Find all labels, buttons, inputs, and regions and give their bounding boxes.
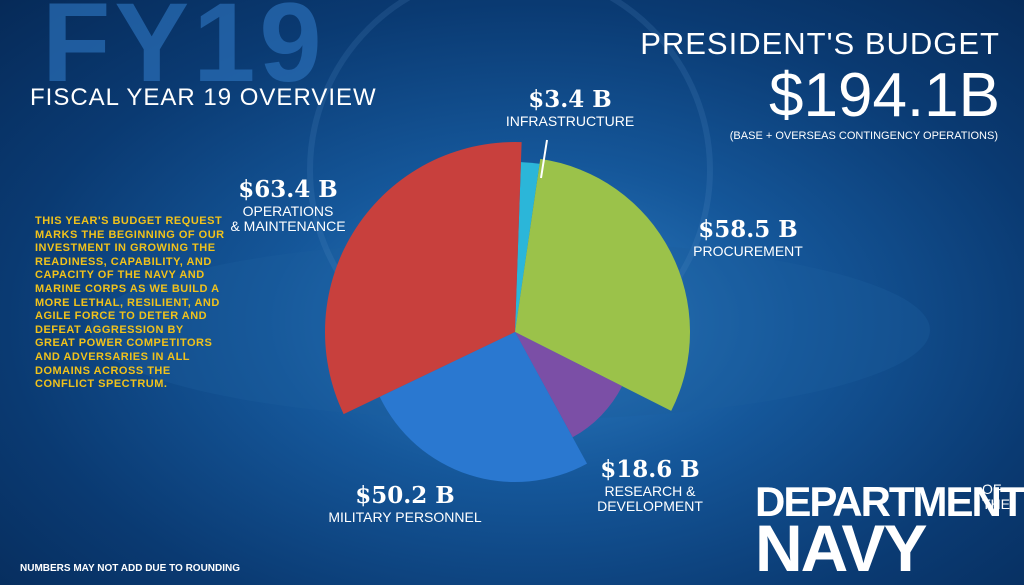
logo-department: DEPARTMENT — [755, 478, 1024, 525]
value-label: $18.6 B — [600, 456, 700, 483]
category-label: MILITARY PERSONNEL — [328, 509, 482, 525]
pie-slice — [379, 332, 588, 482]
pie-slice — [325, 141, 522, 415]
watermark: FY19 — [42, 0, 326, 105]
total-note: (BASE + OVERSEAS CONTINGENCY OPERATIONS) — [729, 130, 998, 142]
pie-slice — [515, 332, 623, 438]
logo-navy: NAVY — [755, 511, 927, 585]
logo-of-the: OF THE — [982, 481, 1010, 512]
description: THIS YEAR'S BUDGET REQUEST MARKS THE BEG… — [35, 215, 225, 391]
footnote: NUMBERS MAY NOT ADD DUE TO ROUNDING — [20, 563, 241, 574]
subtitle: FISCAL YEAR 19 OVERVIEW — [30, 84, 377, 111]
value-label: $63.4 B — [238, 176, 338, 203]
total: $194.1B — [769, 61, 1000, 130]
category-label: PROCUREMENT — [693, 243, 803, 259]
value-label: $50.2 B — [355, 482, 455, 509]
pie-slice — [515, 162, 540, 332]
category-label: RESEARCH & DEVELOPMENT — [597, 483, 703, 514]
title: PRESIDENT'S BUDGET — [640, 26, 1000, 61]
category-label: OPERATIONS & MAINTENANCE — [230, 203, 346, 234]
pointer-line — [540, 139, 548, 179]
value-label: $58.5 B — [698, 216, 798, 243]
pie-slice — [515, 158, 690, 411]
category-label: INFRASTRUCTURE — [505, 113, 635, 129]
value-label: $3.4 B — [528, 86, 612, 113]
